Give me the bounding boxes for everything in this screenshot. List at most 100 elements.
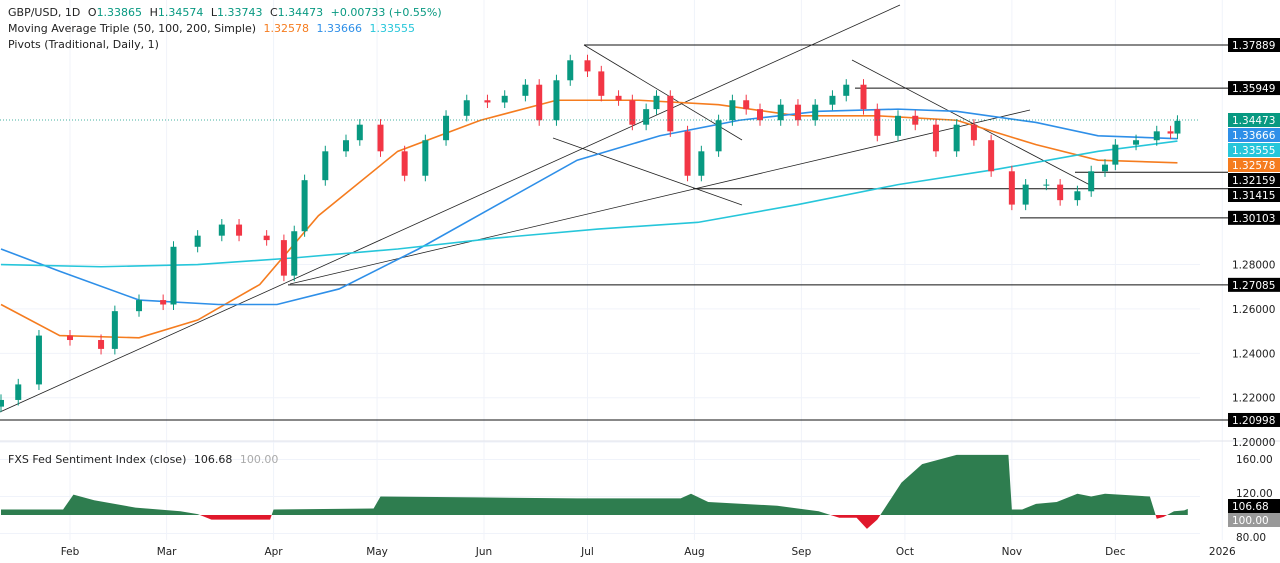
- price-label: 1.34473: [1232, 115, 1275, 127]
- candle: [170, 246, 177, 305]
- open-label: O: [87, 6, 97, 19]
- candle: [860, 84, 867, 110]
- candle: [895, 115, 901, 136]
- price-label: 1.33555: [1232, 145, 1275, 157]
- x-tick-label: Nov: [1002, 546, 1023, 558]
- moving-averages: [0, 99, 1178, 339]
- candle: [843, 84, 850, 96]
- price-label: 1.37889: [1232, 40, 1275, 52]
- candle: [874, 109, 881, 136]
- sentiment-legend[interactable]: FXS Fed Sentiment Index (close) 106.68 1…: [8, 453, 282, 466]
- price-label-bg: [1228, 158, 1280, 172]
- candle: [684, 131, 691, 176]
- high-label: H: [149, 6, 158, 19]
- price-label-bg: [1228, 128, 1280, 142]
- candle: [136, 300, 142, 312]
- candle: [1112, 144, 1119, 165]
- candle: [236, 224, 243, 236]
- candle: [1167, 131, 1174, 134]
- candle: [111, 311, 118, 349]
- ma100-value: 1.33666: [316, 22, 363, 35]
- candle: [829, 95, 836, 105]
- low-label: L: [210, 6, 217, 19]
- candle: [401, 151, 408, 176]
- low-value: 1.33743: [216, 6, 263, 19]
- candle: [1174, 120, 1181, 134]
- price-label-bg: [1228, 173, 1280, 187]
- candle: [1008, 171, 1015, 205]
- candle: [643, 109, 650, 125]
- candle: [757, 109, 763, 121]
- candle: [953, 124, 960, 152]
- price-label-bg: [1228, 81, 1280, 96]
- sentiment-value-label: 106.68: [1232, 501, 1269, 513]
- candle: [812, 104, 819, 121]
- close-label: C: [269, 6, 278, 19]
- pivots-label: Pivots (Traditional, Daily, 1): [8, 38, 159, 51]
- high-value: 1.34574: [157, 6, 204, 19]
- sentiment-label-bg: [1228, 499, 1280, 513]
- candle: [584, 60, 591, 72]
- candle: [218, 224, 225, 236]
- candle: [422, 140, 429, 176]
- price-label: 1.35949: [1232, 83, 1275, 95]
- pivots-legend[interactable]: Pivots (Traditional, Daily, 1): [8, 38, 163, 51]
- price-label: 1.20998: [1232, 415, 1275, 427]
- y-tick-label: 1.26000: [1232, 304, 1275, 316]
- candle: [553, 80, 560, 121]
- ma-legend[interactable]: Moving Average Triple (50, 100, 200, Sim…: [8, 22, 419, 35]
- close-value: 1.34473: [277, 6, 324, 19]
- candle: [729, 100, 736, 121]
- candle: [67, 335, 73, 341]
- axes: Feb Mar Apr May Jun Jul Aug Sep Oct Nov Dec 2026 1.2…: [61, 38, 1280, 558]
- price-label-bg: [1228, 277, 1280, 292]
- x-tick-label: Jun: [475, 546, 492, 558]
- y-tick-label: 1.22000: [1232, 393, 1275, 405]
- candle: [777, 104, 784, 121]
- candle: [970, 124, 977, 141]
- price-label: 1.32578: [1232, 160, 1275, 172]
- ma-label: Moving Average Triple (50, 100, 200, Sim…: [8, 22, 256, 35]
- sentiment-tick-label: 160.00: [1236, 454, 1273, 466]
- x-tick-label: Dec: [1105, 546, 1126, 558]
- change-value: +0.00733 (+0.55%): [330, 6, 442, 19]
- price-label-bg: [1228, 113, 1280, 127]
- price-label: 1.27085: [1232, 280, 1275, 292]
- sentiment-area: [1, 454, 1188, 529]
- price-label-bg: [1228, 38, 1280, 52]
- open-value: 1.33865: [96, 6, 143, 19]
- x-tick-label: Sep: [792, 546, 812, 558]
- price-label: 1.31415: [1232, 190, 1275, 202]
- price-label-bg: [1228, 210, 1280, 225]
- trend-lines: [0, 4, 1091, 413]
- x-tick-label: Feb: [61, 546, 80, 558]
- x-tick-label: May: [366, 546, 388, 558]
- sentiment-value: 106.68: [193, 453, 233, 466]
- pivot-lines: [0, 44, 1228, 421]
- candle: [1102, 164, 1108, 172]
- sentiment-label-bg: [1228, 513, 1280, 527]
- candle: [667, 95, 674, 132]
- sentiment-tick-label: 120.00: [1236, 488, 1273, 500]
- price-label: 1.32159: [1232, 175, 1275, 187]
- candle: [743, 100, 750, 110]
- ma50-value: 1.32578: [263, 22, 310, 35]
- candle: [291, 231, 298, 276]
- candle: [1022, 184, 1029, 205]
- price-label-bg: [1228, 188, 1280, 202]
- trendline: [851, 59, 1091, 186]
- x-tick-label: Oct: [896, 546, 914, 558]
- candle: [932, 124, 939, 152]
- candle: [15, 384, 22, 400]
- y-tick-label: 1.24000: [1232, 348, 1275, 360]
- symbol-legend[interactable]: GBP/USD, 1D O1.33865 H1.34574 L1.33743 C…: [8, 6, 446, 19]
- candle: [522, 84, 529, 96]
- candle: [794, 104, 801, 121]
- candle: [484, 100, 491, 103]
- candle: [280, 240, 287, 276]
- candle: [1057, 184, 1064, 201]
- ma-line-ma200: [0, 140, 1178, 268]
- candle: [301, 180, 308, 232]
- x-tick-label: 2026: [1209, 546, 1236, 558]
